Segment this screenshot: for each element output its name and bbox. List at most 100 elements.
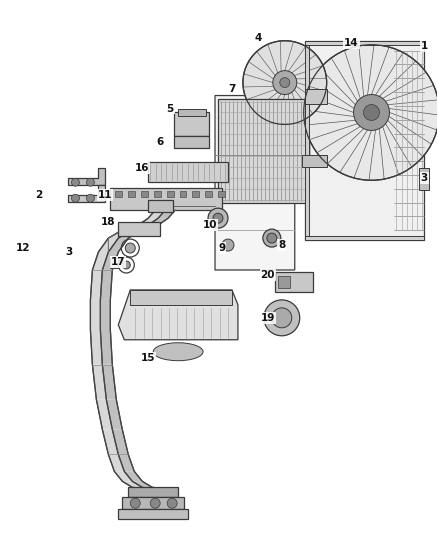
Polygon shape (92, 252, 108, 270)
Bar (118, 222, 160, 236)
Polygon shape (122, 481, 142, 487)
Polygon shape (148, 218, 168, 225)
Bar (167, 191, 173, 197)
Text: 1: 1 (421, 41, 428, 51)
Polygon shape (118, 290, 238, 340)
Polygon shape (142, 487, 165, 489)
Text: 12: 12 (15, 243, 30, 253)
Polygon shape (138, 218, 158, 225)
Bar (128, 191, 135, 197)
Polygon shape (92, 365, 106, 400)
Bar (128, 487, 178, 497)
Polygon shape (148, 210, 165, 218)
Polygon shape (102, 365, 117, 400)
Bar (305, 41, 309, 240)
Bar (205, 191, 212, 197)
Polygon shape (215, 95, 310, 270)
Bar (218, 99, 308, 203)
Polygon shape (112, 430, 128, 455)
Polygon shape (158, 210, 175, 218)
Polygon shape (96, 400, 112, 430)
Polygon shape (108, 230, 132, 238)
Bar (305, 88, 327, 103)
Circle shape (122, 261, 130, 269)
Text: 6: 6 (156, 138, 164, 148)
Polygon shape (108, 455, 124, 471)
Polygon shape (100, 300, 110, 330)
Bar (122, 497, 184, 509)
Bar (115, 191, 122, 197)
Polygon shape (100, 270, 112, 300)
Polygon shape (132, 225, 158, 230)
Circle shape (208, 208, 228, 228)
Bar (218, 191, 225, 197)
Text: 8: 8 (278, 240, 286, 250)
Bar (192, 191, 199, 197)
Polygon shape (100, 330, 112, 365)
Text: 3: 3 (421, 173, 428, 183)
Bar (141, 191, 148, 197)
Circle shape (364, 104, 379, 120)
Text: 5: 5 (166, 103, 174, 114)
Circle shape (264, 300, 300, 336)
Polygon shape (106, 400, 122, 430)
Circle shape (273, 71, 297, 94)
Polygon shape (132, 481, 152, 487)
Circle shape (243, 41, 327, 124)
Text: 18: 18 (101, 217, 116, 227)
Polygon shape (122, 225, 148, 230)
Circle shape (267, 233, 277, 243)
Polygon shape (102, 252, 118, 270)
Bar (178, 109, 206, 117)
Circle shape (280, 78, 290, 87)
Circle shape (71, 178, 79, 186)
Text: 14: 14 (344, 38, 359, 48)
Circle shape (222, 239, 234, 251)
Bar (302, 155, 327, 167)
Text: 9: 9 (219, 243, 226, 253)
Bar (305, 41, 424, 240)
Bar (148, 163, 228, 182)
Ellipse shape (153, 343, 203, 361)
Polygon shape (132, 487, 155, 489)
Bar (110, 188, 222, 210)
Bar (275, 272, 313, 292)
Bar (110, 258, 118, 268)
Bar (180, 191, 187, 197)
Circle shape (167, 498, 177, 508)
Polygon shape (102, 430, 118, 455)
Circle shape (150, 498, 160, 508)
Bar (148, 200, 173, 212)
Circle shape (304, 45, 438, 180)
Polygon shape (99, 238, 118, 252)
Text: 10: 10 (203, 220, 217, 230)
Bar (419, 168, 429, 190)
Polygon shape (108, 238, 128, 252)
Circle shape (353, 94, 389, 131)
Text: 3: 3 (65, 247, 72, 257)
Bar (174, 136, 209, 148)
Text: 16: 16 (135, 163, 149, 173)
Text: 15: 15 (141, 353, 155, 363)
Circle shape (86, 194, 95, 202)
Polygon shape (68, 185, 106, 202)
Polygon shape (130, 290, 232, 305)
Text: 2: 2 (35, 190, 42, 200)
Bar (305, 236, 424, 240)
Text: 17: 17 (111, 257, 126, 267)
Text: 19: 19 (261, 313, 275, 323)
Circle shape (86, 178, 95, 186)
Text: 20: 20 (261, 270, 275, 280)
Polygon shape (118, 455, 134, 471)
Bar (154, 191, 161, 197)
Bar (118, 509, 188, 519)
Polygon shape (68, 168, 106, 185)
Circle shape (71, 194, 79, 202)
Text: 7: 7 (228, 84, 236, 94)
Polygon shape (124, 471, 142, 481)
Circle shape (125, 243, 135, 253)
Text: 11: 11 (98, 190, 113, 200)
Polygon shape (118, 230, 142, 238)
Polygon shape (90, 330, 102, 365)
Text: 4: 4 (254, 33, 261, 43)
